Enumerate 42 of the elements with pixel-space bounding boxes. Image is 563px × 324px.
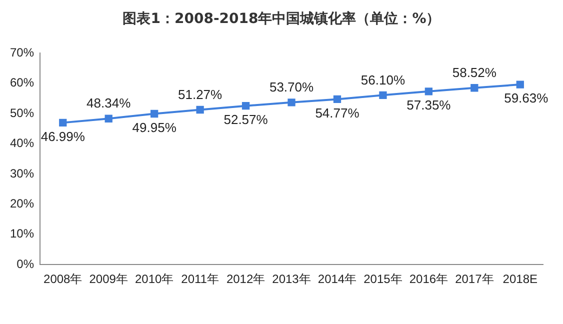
y-tick-label: 0% (16, 256, 34, 271)
y-tick-label: 60% (10, 76, 34, 90)
x-tick-label: 2008年 (44, 272, 82, 286)
point (104, 114, 112, 122)
point (59, 118, 67, 127)
point (288, 98, 296, 106)
point (196, 106, 204, 114)
y-tick-label: 40% (10, 136, 34, 150)
y-tick-label: 50% (10, 106, 34, 120)
data-label: 51.27% (178, 86, 223, 102)
x-tick-label: 2018E (502, 272, 538, 286)
x-tick-label: 2010年 (134, 272, 174, 286)
point (516, 80, 524, 88)
data-label: 57.35% (406, 97, 452, 112)
x-tick-label: 2013年 (272, 272, 311, 286)
data-label: 49.95% (132, 120, 177, 135)
point (150, 110, 158, 118)
y-tick-label: 30% (10, 166, 34, 180)
point (333, 95, 342, 104)
data-label: 56.10% (360, 72, 406, 88)
chart-title: 图表1：2008-2018年中国城镇化率（单位：%） (122, 10, 442, 28)
point (470, 84, 478, 92)
x-tick-label: 2016年 (409, 272, 448, 286)
y-tick-label: 10% (10, 226, 34, 241)
x-tick-label: 2014年 (318, 272, 357, 286)
y-tick-label: 70% (10, 46, 34, 60)
point (242, 102, 250, 110)
x-tick-label: 2017年 (455, 272, 494, 286)
x-tick-label: 2012年 (226, 272, 266, 286)
point (424, 88, 433, 96)
y-tick-label: 20% (10, 196, 34, 211)
data-label: 59.63% (504, 90, 549, 106)
data-label: 53.70% (269, 80, 314, 95)
data-label: 48.34% (86, 96, 132, 111)
point (379, 91, 387, 100)
x-tick-label: 2015年 (364, 272, 402, 286)
data-label: 52.57% (224, 112, 268, 127)
data-label: 46.99% (40, 128, 86, 144)
data-label: 54.77% (315, 105, 360, 120)
x-tick-label: 2009年 (89, 272, 128, 286)
x-tick-label: 2011年 (181, 272, 219, 286)
data-label: 58.52% (452, 64, 497, 80)
